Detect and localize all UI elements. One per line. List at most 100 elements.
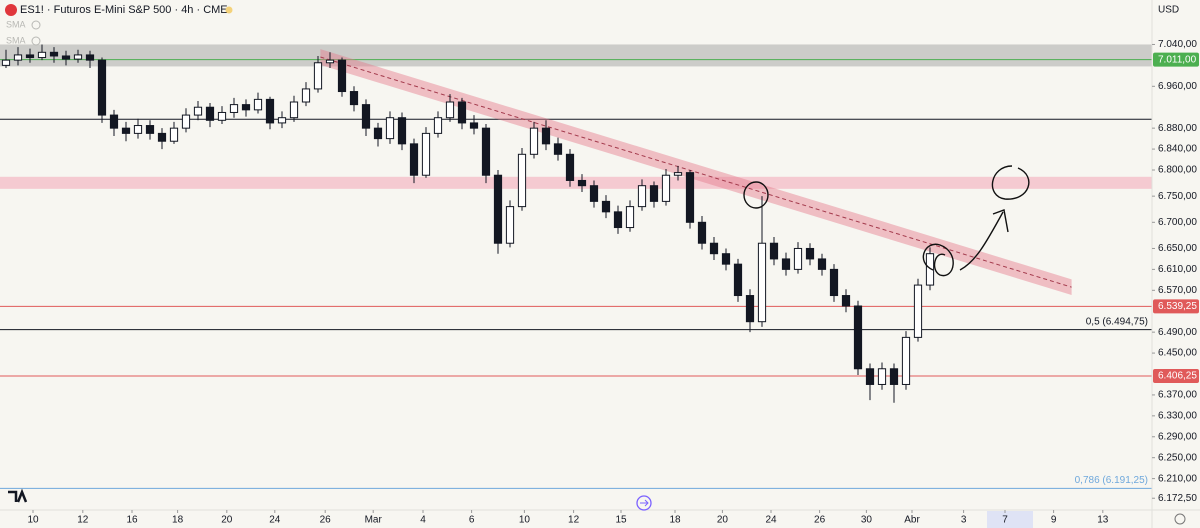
- goto-icon[interactable]: [636, 495, 652, 511]
- time-highlight: [987, 511, 1033, 528]
- candle-body: [1, 59, 11, 66]
- y-tick-label: 6.800,00: [1158, 165, 1197, 176]
- visibility-icon[interactable]: [31, 36, 41, 46]
- candle-body: [877, 368, 887, 385]
- x-tick-label: 26: [814, 515, 826, 526]
- y-tick-label: 6.330,00: [1158, 410, 1197, 421]
- annotation-arrowhead: [992, 209, 1009, 233]
- currency-label[interactable]: USD: [1158, 5, 1179, 16]
- annotations: [743, 165, 1030, 277]
- candle-body: [73, 54, 83, 60]
- plot-area: [0, 44, 1152, 489]
- candle-body: [373, 127, 383, 140]
- candle-body: [661, 174, 671, 202]
- candle-body: [49, 51, 59, 57]
- candle-body: [145, 125, 155, 134]
- candle-body: [505, 206, 515, 244]
- price-tag: [1153, 52, 1199, 67]
- candle-body: [685, 172, 695, 223]
- candle-body: [517, 153, 527, 208]
- candle-body: [409, 143, 419, 176]
- candle-body: [841, 295, 851, 307]
- candle-body: [781, 258, 791, 270]
- y-tick-label: 6.172,50: [1158, 493, 1197, 504]
- annotation-circle: [743, 181, 769, 209]
- candle-body: [529, 127, 539, 155]
- candle-body: [385, 117, 395, 140]
- candle-body: [265, 98, 275, 124]
- price-tag-label: 6.539,25: [1158, 301, 1197, 312]
- price-tag-label: 6.406,25: [1158, 371, 1197, 382]
- candle-body: [313, 62, 323, 90]
- x-tick-label: 10: [519, 515, 531, 526]
- candle-body: [349, 91, 359, 106]
- candle-body: [433, 117, 443, 134]
- level-label: 0,786 (6.191,25): [1075, 475, 1148, 486]
- candle-body: [637, 185, 647, 208]
- x-tick-label: 7: [1002, 515, 1008, 526]
- candle-body: [241, 104, 251, 111]
- y-tick-label: 6.490,00: [1158, 327, 1197, 338]
- y-tick-label: 6.750,00: [1158, 191, 1197, 202]
- candle-body: [421, 132, 431, 176]
- candle-body: [325, 59, 335, 64]
- annotation-arrow: [959, 211, 1004, 271]
- candle-body: [121, 127, 131, 134]
- candle-body: [889, 368, 899, 385]
- candle-body: [337, 59, 347, 93]
- x-tick-label: 18: [172, 515, 184, 526]
- candle-body: [553, 143, 563, 155]
- x-tick-label: 12: [77, 515, 89, 526]
- y-tick-label: 6.570,00: [1158, 285, 1197, 296]
- candle-body: [109, 114, 119, 129]
- candle-body: [133, 125, 143, 134]
- candle-body: [541, 127, 551, 145]
- candle-body: [205, 106, 215, 121]
- candle-body: [697, 221, 707, 244]
- status-dot: [225, 6, 233, 14]
- candle-body: [733, 263, 743, 297]
- x-tick-label: 20: [221, 515, 233, 526]
- x-tick-label: 30: [861, 515, 873, 526]
- candle-body: [805, 247, 815, 260]
- candle-body: [193, 106, 203, 116]
- indicator-label[interactable]: SMA: [6, 35, 26, 45]
- candle-body: [721, 253, 731, 265]
- candle-body: [25, 54, 35, 59]
- candle-body: [97, 59, 107, 116]
- chart-title[interactable]: ES1! · Futuros E-Mini S&P 500 · 4h · CME: [20, 4, 228, 16]
- candle-body: [181, 114, 191, 129]
- candle-body: [469, 122, 479, 129]
- y-tick-label: 6.960,00: [1158, 81, 1197, 92]
- y-tick-label: 6.650,00: [1158, 243, 1197, 254]
- candle-body: [673, 172, 683, 176]
- candle-body: [769, 242, 779, 260]
- x-tick-label: 6: [469, 515, 475, 526]
- candle-body: [793, 247, 803, 270]
- y-tick-label: 6.880,00: [1158, 123, 1197, 134]
- y-tick-label: 6.290,00: [1158, 431, 1197, 442]
- price-tag: [1153, 368, 1199, 383]
- symbol-icon[interactable]: [5, 4, 17, 16]
- candle-body: [253, 98, 263, 111]
- candle-body: [289, 101, 299, 119]
- logo[interactable]: [8, 488, 28, 503]
- candle-body: [457, 101, 467, 124]
- candle-body: [853, 305, 863, 370]
- goto-arrow: [640, 499, 649, 507]
- x-tick-label: Mar: [365, 515, 383, 526]
- candle-body: [37, 51, 47, 59]
- candle-body: [397, 117, 407, 145]
- y-tick-label: 6.840,00: [1158, 144, 1197, 155]
- candle-body: [745, 295, 755, 323]
- x-tick-label: 18: [669, 515, 681, 526]
- settings-icon[interactable]: [1174, 513, 1186, 525]
- annotation-circle: [991, 165, 1030, 200]
- candle-body: [757, 242, 767, 323]
- indicator-label[interactable]: SMA: [6, 19, 26, 29]
- visibility-icon[interactable]: [31, 20, 41, 30]
- candle-body: [301, 88, 311, 103]
